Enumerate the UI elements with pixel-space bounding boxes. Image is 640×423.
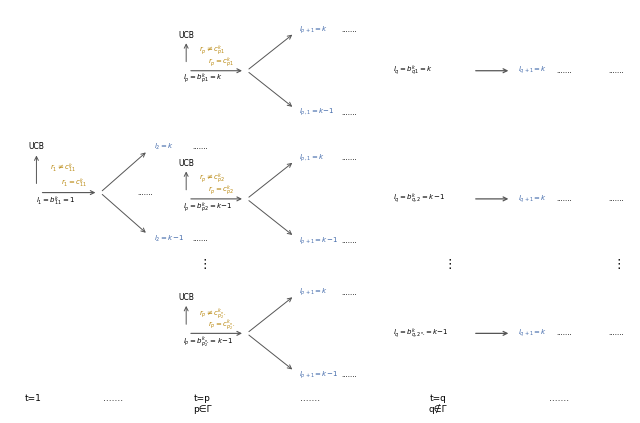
- Text: q∉Γ: q∉Γ: [429, 404, 447, 414]
- Text: UCB: UCB: [179, 293, 194, 302]
- Text: .......: .......: [341, 27, 356, 33]
- Text: $l_q=b^k_{q,2}=k\!-\!1$: $l_q=b^k_{q,2}=k\!-\!1$: [394, 192, 445, 206]
- Text: UCB: UCB: [179, 159, 194, 168]
- Text: .......: .......: [103, 394, 123, 403]
- Text: $l_{p+1}=k\!-\!1$: $l_{p+1}=k\!-\!1$: [299, 235, 338, 247]
- Text: .......: .......: [556, 68, 572, 74]
- Text: $l_p=b^k_{p1}=k$: $l_p=b^k_{p1}=k$: [183, 72, 223, 86]
- Text: .......: .......: [609, 68, 624, 74]
- Text: $r_1\neq c^k_{11}$: $r_1\neq c^k_{11}$: [51, 162, 77, 175]
- Text: $r_p=c^k_{p1}$: $r_p=c^k_{p1}$: [208, 55, 234, 70]
- Text: $r_p\neq c^k_{p1}$: $r_p\neq c^k_{p1}$: [199, 43, 225, 58]
- Text: $\vdots$: $\vdots$: [198, 257, 207, 271]
- Text: $l_{p+1}=k$: $l_{p+1}=k$: [299, 24, 328, 36]
- Text: UCB: UCB: [29, 142, 44, 151]
- Text: $r_p\neq c^k_{p2}$: $r_p\neq c^k_{p2}$: [199, 171, 225, 186]
- Text: UCB: UCB: [179, 30, 194, 39]
- Text: .......: .......: [300, 394, 321, 403]
- Text: .......: .......: [341, 238, 356, 244]
- Text: .......: .......: [549, 394, 569, 403]
- Text: t=q: t=q: [429, 394, 446, 403]
- Text: p∈Γ: p∈Γ: [193, 404, 211, 414]
- Text: $l_{q+1}=k$: $l_{q+1}=k$: [518, 65, 547, 77]
- Text: $l_{q+1}=k$: $l_{q+1}=k$: [518, 193, 547, 205]
- Text: $l_q=b^k_{q,2^{n_s}}=k\!-\!1$: $l_q=b^k_{q,2^{n_s}}=k\!-\!1$: [394, 326, 449, 341]
- Text: $l_{p+1}=k$: $l_{p+1}=k$: [299, 287, 328, 298]
- Text: .......: .......: [609, 196, 624, 202]
- Text: $l_{p,1}=k\!-\!1$: $l_{p,1}=k\!-\!1$: [299, 107, 335, 118]
- Text: $l_q=b^k_{q1}=k$: $l_q=b^k_{q1}=k$: [394, 63, 433, 78]
- Text: $r_p\neq c^k_{p_2^{n_s}}$: $r_p\neq c^k_{p_2^{n_s}}$: [199, 306, 227, 321]
- Text: .......: .......: [609, 330, 624, 336]
- Text: $l_1=b^k_{11}=1$: $l_1=b^k_{11}=1$: [36, 195, 76, 209]
- Text: $l_p=b^k_{p_2^{n_s}}=k\!-\!1$: $l_p=b^k_{p_2^{n_s}}=k\!-\!1$: [183, 334, 233, 349]
- Text: .......: .......: [556, 330, 572, 336]
- Text: .......: .......: [341, 110, 356, 116]
- Text: .......: .......: [341, 155, 356, 161]
- Text: $l_{p+1}=k\!-\!1$: $l_{p+1}=k\!-\!1$: [299, 370, 338, 381]
- Text: .......: .......: [193, 144, 208, 150]
- Text: $r_p=c^k_{p2}$: $r_p=c^k_{p2}$: [208, 183, 234, 198]
- Text: $\vdots$: $\vdots$: [443, 257, 452, 271]
- Text: $l_{q+1}=k$: $l_{q+1}=k$: [518, 328, 547, 339]
- Text: .......: .......: [193, 236, 208, 242]
- Text: $\vdots$: $\vdots$: [612, 257, 621, 271]
- Text: $l_2=k$: $l_2=k$: [154, 142, 175, 152]
- Text: t=p: t=p: [194, 394, 211, 403]
- Text: $l_p=b^k_{p2}=k\!-\!1$: $l_p=b^k_{p2}=k\!-\!1$: [183, 200, 232, 214]
- Text: .......: .......: [137, 190, 152, 195]
- Text: .......: .......: [341, 372, 356, 379]
- Text: $r_1=c^k_{11}$: $r_1=c^k_{11}$: [61, 177, 88, 190]
- Text: .......: .......: [556, 196, 572, 202]
- Text: $r_p=c^k_{p_2^{n_s}}$: $r_p=c^k_{p_2^{n_s}}$: [207, 318, 235, 332]
- Text: .......: .......: [341, 290, 356, 296]
- Text: t=1: t=1: [25, 394, 42, 403]
- Text: $l_2=k\!-\!1$: $l_2=k\!-\!1$: [154, 234, 184, 244]
- Text: $l_{p,1}=k$: $l_{p,1}=k$: [299, 152, 324, 164]
